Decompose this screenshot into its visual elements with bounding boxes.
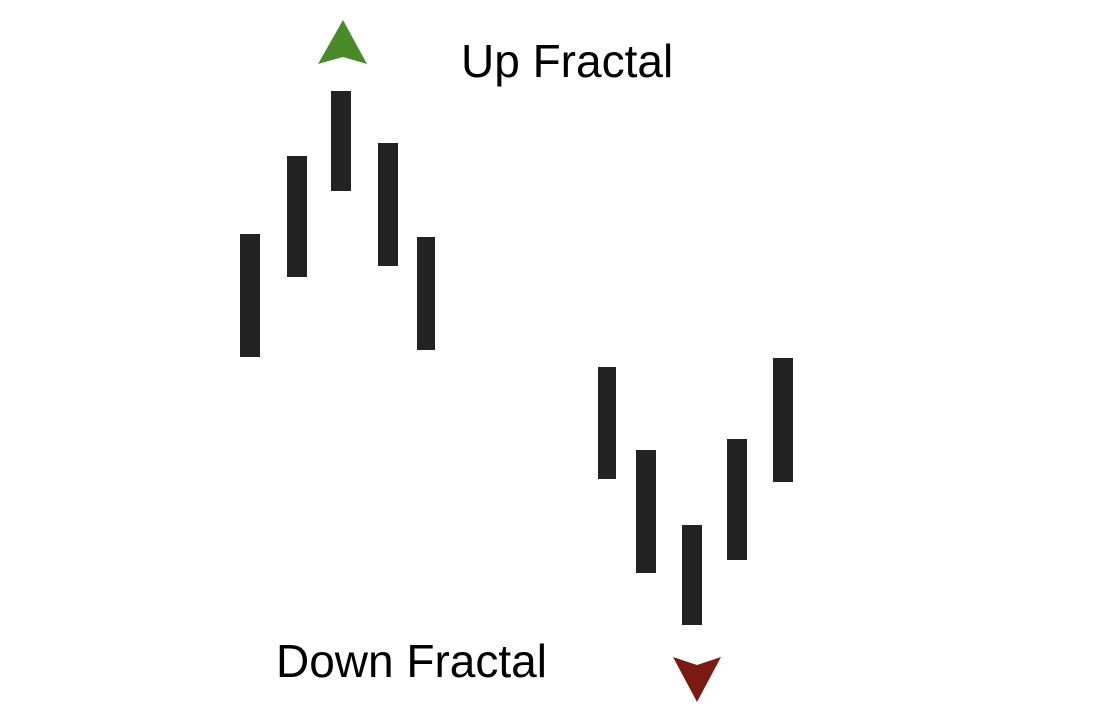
up-arrow-icon <box>318 20 367 64</box>
down-fractal-label: Down Fractal <box>276 635 547 687</box>
down-fractal-bar-4 <box>727 439 747 560</box>
up-fractal-bar-4 <box>378 143 398 266</box>
down-fractal-bar-5 <box>773 358 793 482</box>
up-fractal-group <box>240 20 435 357</box>
up-fractal-bar-5 <box>417 237 435 350</box>
down-fractal-bar-2 <box>636 450 656 573</box>
down-fractal-group <box>598 358 793 702</box>
down-fractal-bar-3 <box>682 525 702 625</box>
up-fractal-bar-1 <box>240 234 260 357</box>
down-arrow-icon <box>673 657 721 702</box>
up-fractal-bar-3 <box>331 91 351 191</box>
up-fractal-label: Up Fractal <box>461 35 674 87</box>
up-fractal-bar-2 <box>287 156 307 277</box>
down-fractal-bar-1 <box>598 367 616 479</box>
